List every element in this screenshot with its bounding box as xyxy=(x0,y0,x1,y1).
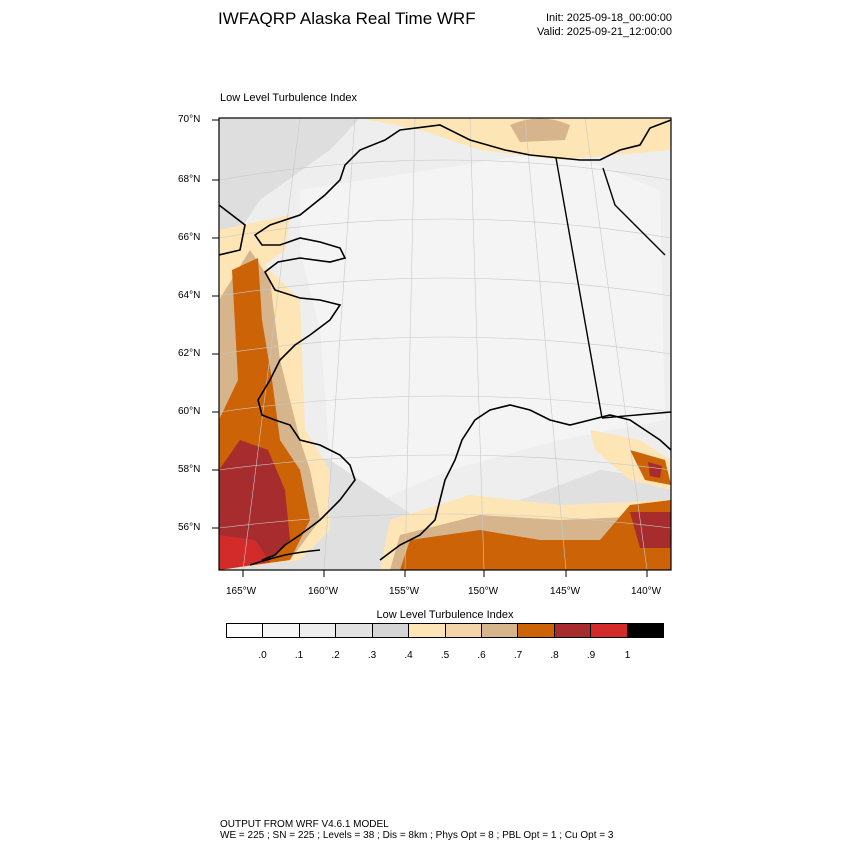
colorbar-box xyxy=(591,624,628,637)
field-north-tan xyxy=(510,118,570,142)
plot-title: Low Level Turbulence Index xyxy=(220,92,357,104)
colorbar-box xyxy=(445,624,482,637)
graticule xyxy=(219,118,671,570)
colorbar-label: .3 xyxy=(367,650,377,661)
colorbar-title: Low Level Turbulence Index xyxy=(376,609,514,621)
lat-label: 58°N xyxy=(178,464,201,475)
colorbar-box xyxy=(518,624,555,637)
lon-ticks xyxy=(242,570,648,577)
field-gulf-red xyxy=(648,462,662,478)
footer-config-line: WE = 225 ; SN = 225 ; Levels = 38 ; Dis … xyxy=(220,830,614,841)
field-north-band xyxy=(360,118,671,160)
map-frame xyxy=(218,117,672,571)
field-west-brightred xyxy=(219,535,270,570)
init-time: Init: 2025-09-18_00:00:00 xyxy=(546,12,672,24)
colorbar-label: 1 xyxy=(624,650,631,661)
lat-label: 68°N xyxy=(178,174,201,185)
lat-label: 70°N xyxy=(178,114,201,125)
field-interior-light xyxy=(300,150,665,500)
colorbar-label: .9 xyxy=(586,650,596,661)
lat-label: 64°N xyxy=(178,290,201,301)
footer-model-line: OUTPUT FROM WRF V4.6.1 MODEL xyxy=(220,819,389,830)
colorbar-label: .0 xyxy=(258,650,267,661)
lat-label: 60°N xyxy=(178,406,201,417)
colorbar-label: .1 xyxy=(294,650,304,661)
field-south-orange xyxy=(400,500,671,570)
colorbar-box xyxy=(336,624,373,637)
colorbar-box xyxy=(299,624,337,637)
lon-label: 165°W xyxy=(226,586,257,597)
colorbar-label: .8 xyxy=(550,650,559,661)
lat-label: 66°N xyxy=(178,232,201,243)
colorbar-box xyxy=(627,624,664,637)
colorbar-box xyxy=(409,624,446,637)
colorbar-label: .5 xyxy=(440,650,450,661)
colorbar-label: .2 xyxy=(331,650,340,661)
lon-label: 155°W xyxy=(389,586,420,597)
colorbar-box xyxy=(263,624,300,637)
lat-ticks xyxy=(212,119,219,529)
colorbar-label: .7 xyxy=(513,650,523,661)
political-borders xyxy=(555,157,672,419)
lon-label: 140°W xyxy=(631,586,662,597)
lat-label: 56°N xyxy=(178,522,201,533)
coastline xyxy=(219,119,671,566)
lon-label: 150°W xyxy=(468,586,499,597)
colorbar-box xyxy=(227,624,264,637)
colorbar xyxy=(226,623,664,638)
valid-time: Valid: 2025-09-21_12:00:00 xyxy=(537,26,672,38)
lon-label: 145°W xyxy=(550,586,581,597)
colorbar-box xyxy=(481,624,519,637)
colorbar-box xyxy=(554,624,592,637)
colorbar-box xyxy=(372,624,410,637)
field-gray-west xyxy=(219,118,360,230)
lat-label: 62°N xyxy=(178,348,201,359)
lon-label: 160°W xyxy=(308,586,339,597)
main-title: IWFAQRP Alaska Real Time WRF xyxy=(218,9,476,28)
colorbar-label: .4 xyxy=(404,650,413,661)
colorbar-label: .6 xyxy=(477,650,486,661)
